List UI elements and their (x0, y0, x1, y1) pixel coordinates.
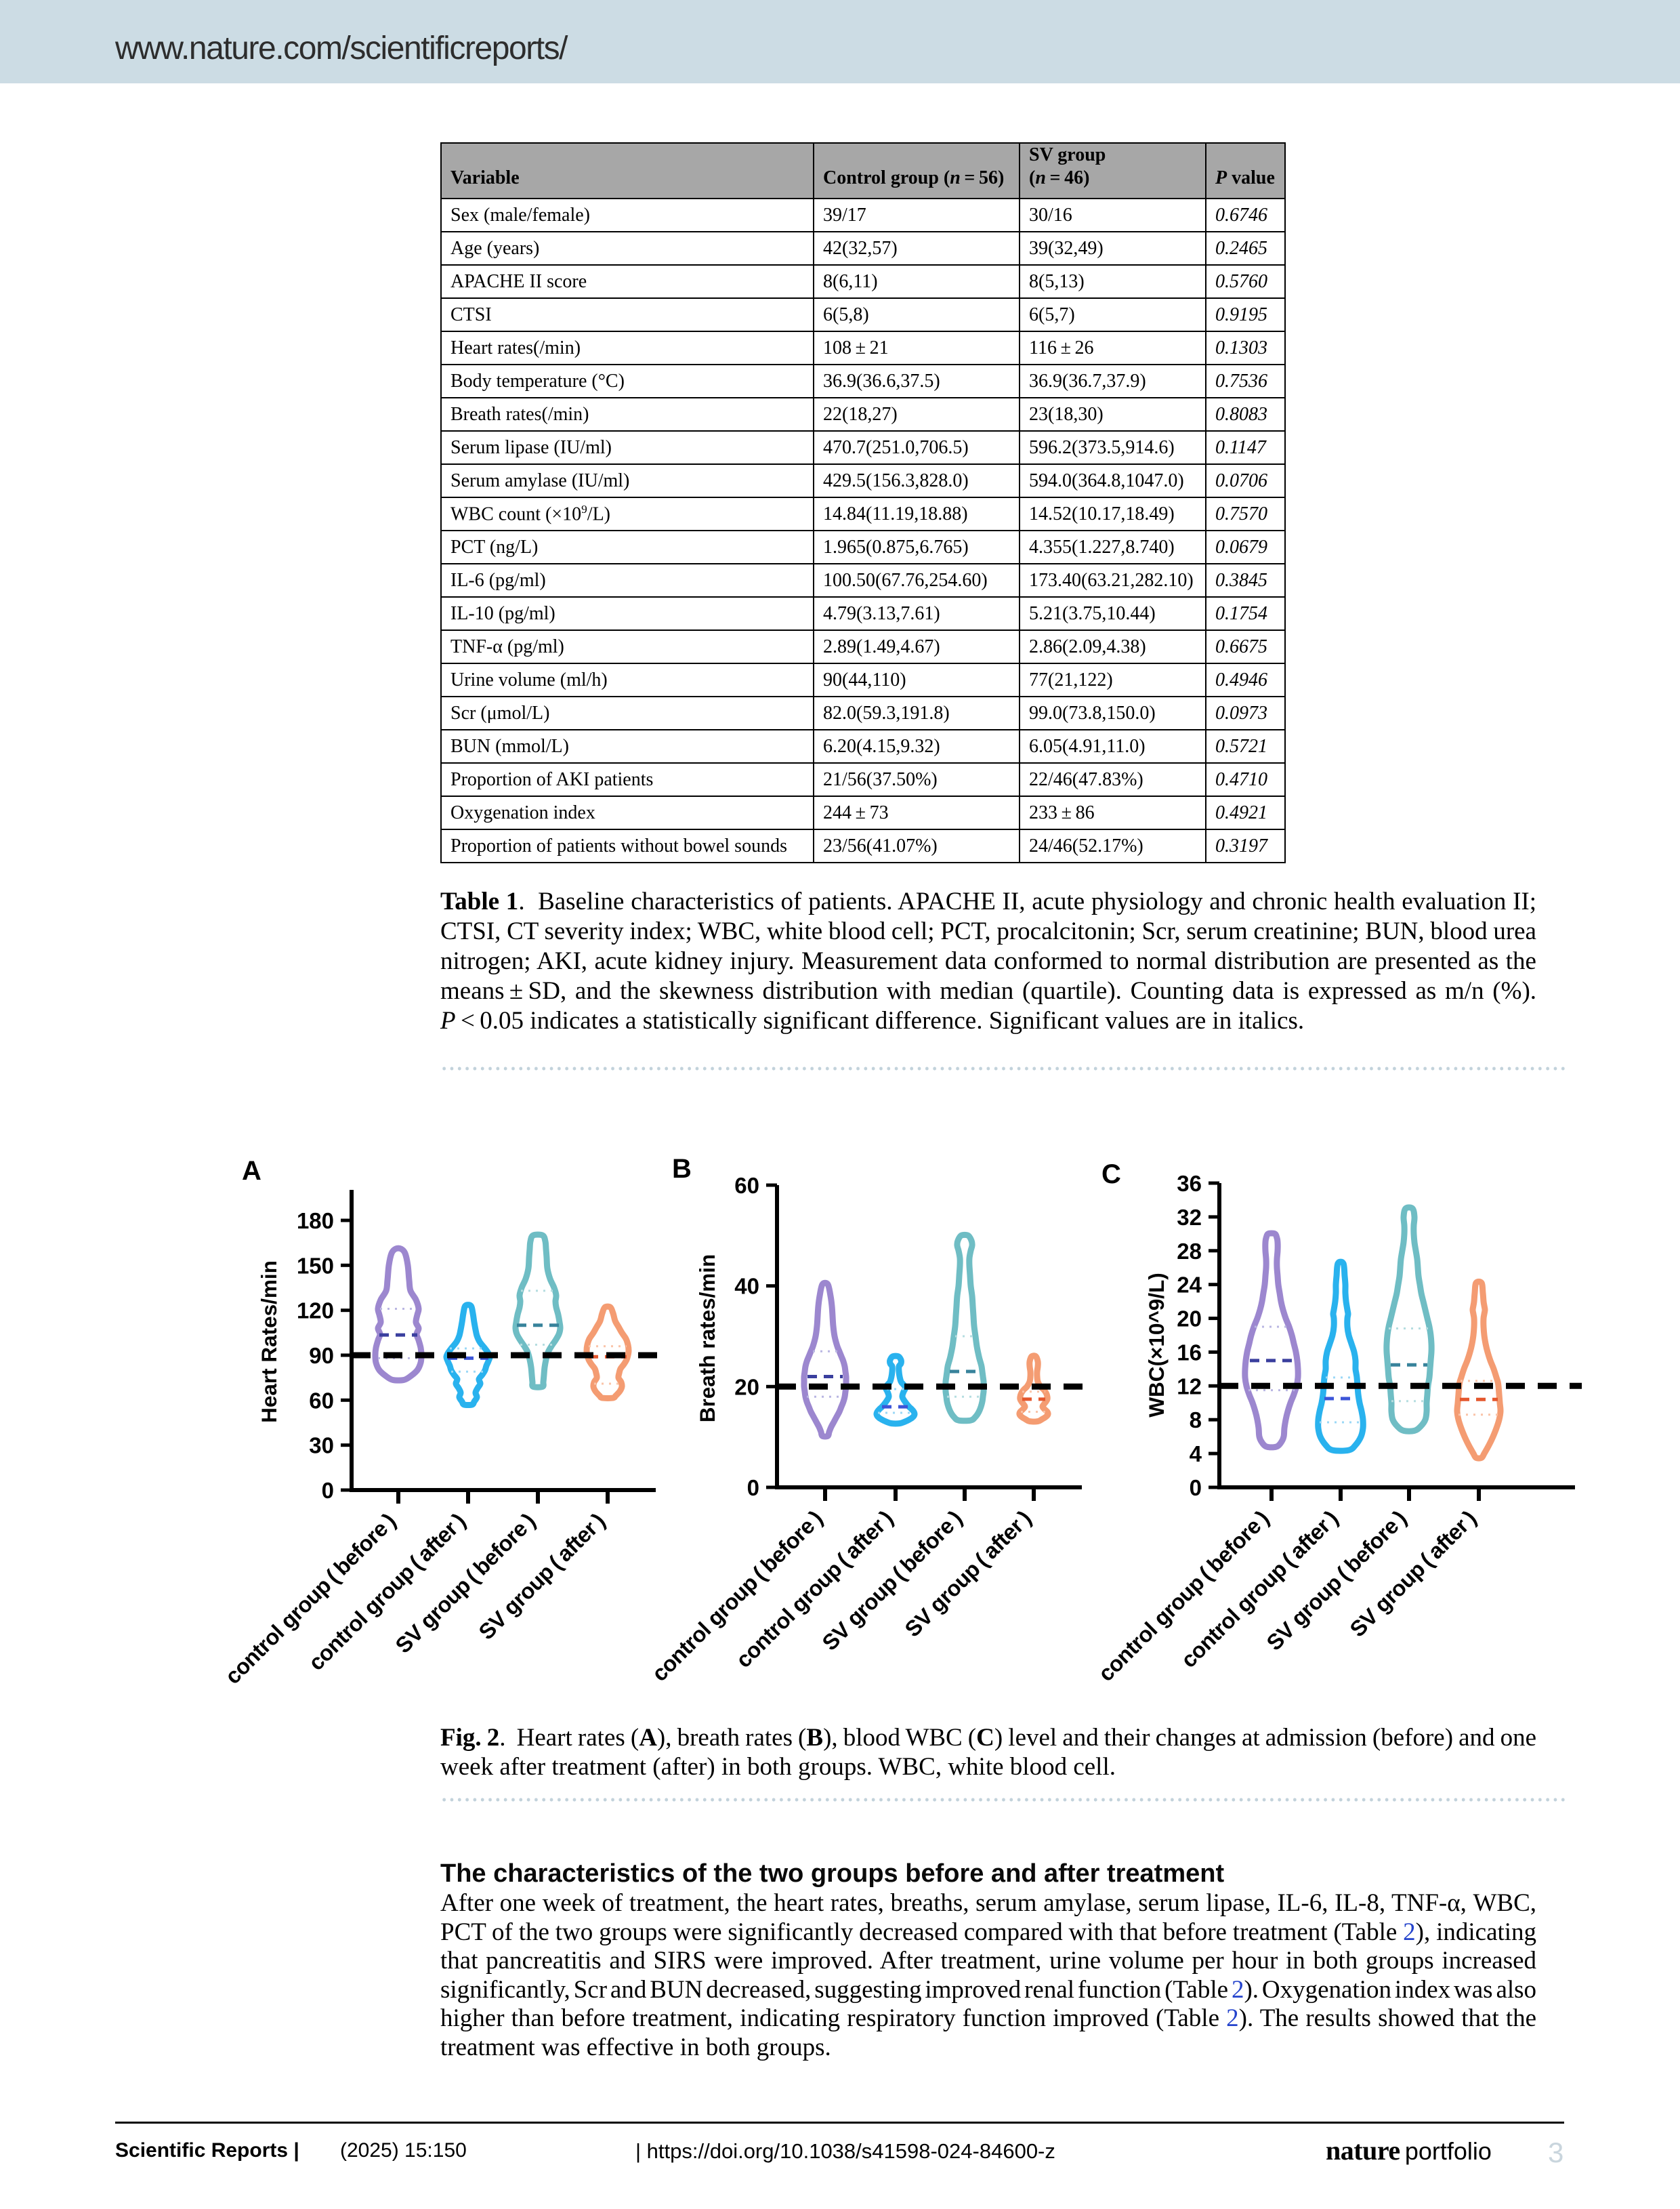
svg-text:C: C (1101, 1159, 1121, 1189)
svg-text:SV group ( after ): SV group ( after ) (474, 1508, 610, 1644)
svg-text:A: A (242, 1156, 261, 1186)
svg-text:60: 60 (734, 1173, 759, 1198)
svg-text:90: 90 (309, 1343, 334, 1368)
svg-text:SV group ( after ): SV group ( after ) (1345, 1506, 1481, 1641)
svg-text:4: 4 (1190, 1441, 1202, 1466)
svg-text:30: 30 (309, 1433, 334, 1458)
svg-text:SV group ( after ): SV group ( after ) (900, 1506, 1036, 1641)
svg-text:12: 12 (1177, 1374, 1202, 1399)
svg-text:150: 150 (297, 1253, 334, 1278)
svg-text:60: 60 (309, 1388, 334, 1413)
svg-text:0: 0 (1190, 1475, 1202, 1500)
svg-text:WBC(×10^9/L): WBC(×10^9/L) (1144, 1273, 1169, 1418)
svg-text:0: 0 (747, 1475, 759, 1500)
svg-text:Heart Rates/min: Heart Rates/min (257, 1260, 281, 1423)
svg-text:20: 20 (734, 1374, 759, 1399)
svg-text:36: 36 (1177, 1171, 1202, 1196)
svg-text:0: 0 (322, 1478, 334, 1503)
svg-text:32: 32 (1177, 1205, 1202, 1230)
svg-text:Breath rates/min: Breath rates/min (695, 1254, 719, 1423)
svg-text:180: 180 (297, 1208, 334, 1233)
svg-text:24: 24 (1177, 1273, 1202, 1298)
svg-text:40: 40 (734, 1274, 759, 1299)
svg-text:20: 20 (1177, 1306, 1202, 1331)
svg-text:16: 16 (1177, 1340, 1202, 1365)
svg-text:28: 28 (1177, 1239, 1202, 1264)
svg-text:8: 8 (1190, 1407, 1202, 1432)
svg-text:120: 120 (297, 1298, 334, 1323)
svg-text:B: B (672, 1154, 692, 1184)
